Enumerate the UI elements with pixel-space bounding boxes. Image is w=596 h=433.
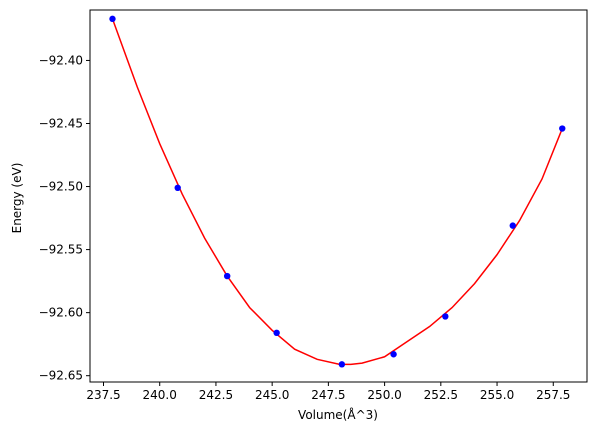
y-tick-label: −92.55 [39,243,83,257]
data-point [273,329,280,337]
y-tick-label: −92.60 [39,306,83,320]
data-points-layer [109,15,566,368]
y-tick-label: −92.45 [39,116,83,130]
x-tick-label: 247.5 [311,388,345,402]
fit-curve-layer [111,18,563,366]
y-tick-label: −92.40 [39,53,83,67]
data-point [509,222,516,229]
x-tick-label: 255.0 [480,388,514,402]
fit-curve [111,18,563,366]
data-point [223,272,231,280]
x-tick-label: 257.5 [536,388,570,402]
x-axis-label: Volume(Å^3) [298,407,378,422]
y-tick-label: −92.65 [39,369,83,383]
y-tick-label: −92.50 [39,180,83,194]
x-tick-label: 237.5 [86,388,120,402]
x-tick-label: 252.5 [424,388,458,402]
data-point [174,184,181,192]
y-axis-label: Energy (eV) [10,163,24,234]
data-point [442,313,449,320]
x-tick-label: 245.0 [255,388,289,402]
x-tick-label: 250.0 [367,388,401,402]
plot-frame [89,9,588,383]
data-point [390,351,397,358]
x-tick-label: 240.0 [143,388,177,402]
data-point [559,125,566,132]
x-tick-label: 242.5 [199,388,233,402]
data-point [338,361,346,368]
y-axis: −92.40 −92.45 −92.50 −92.55 −92.60 −92.65 [39,53,90,383]
x-axis: 237.5 240.0 242.5 245.0 247.5 250.0 252.5 255.0… [86,382,570,402]
data-point [109,15,116,23]
